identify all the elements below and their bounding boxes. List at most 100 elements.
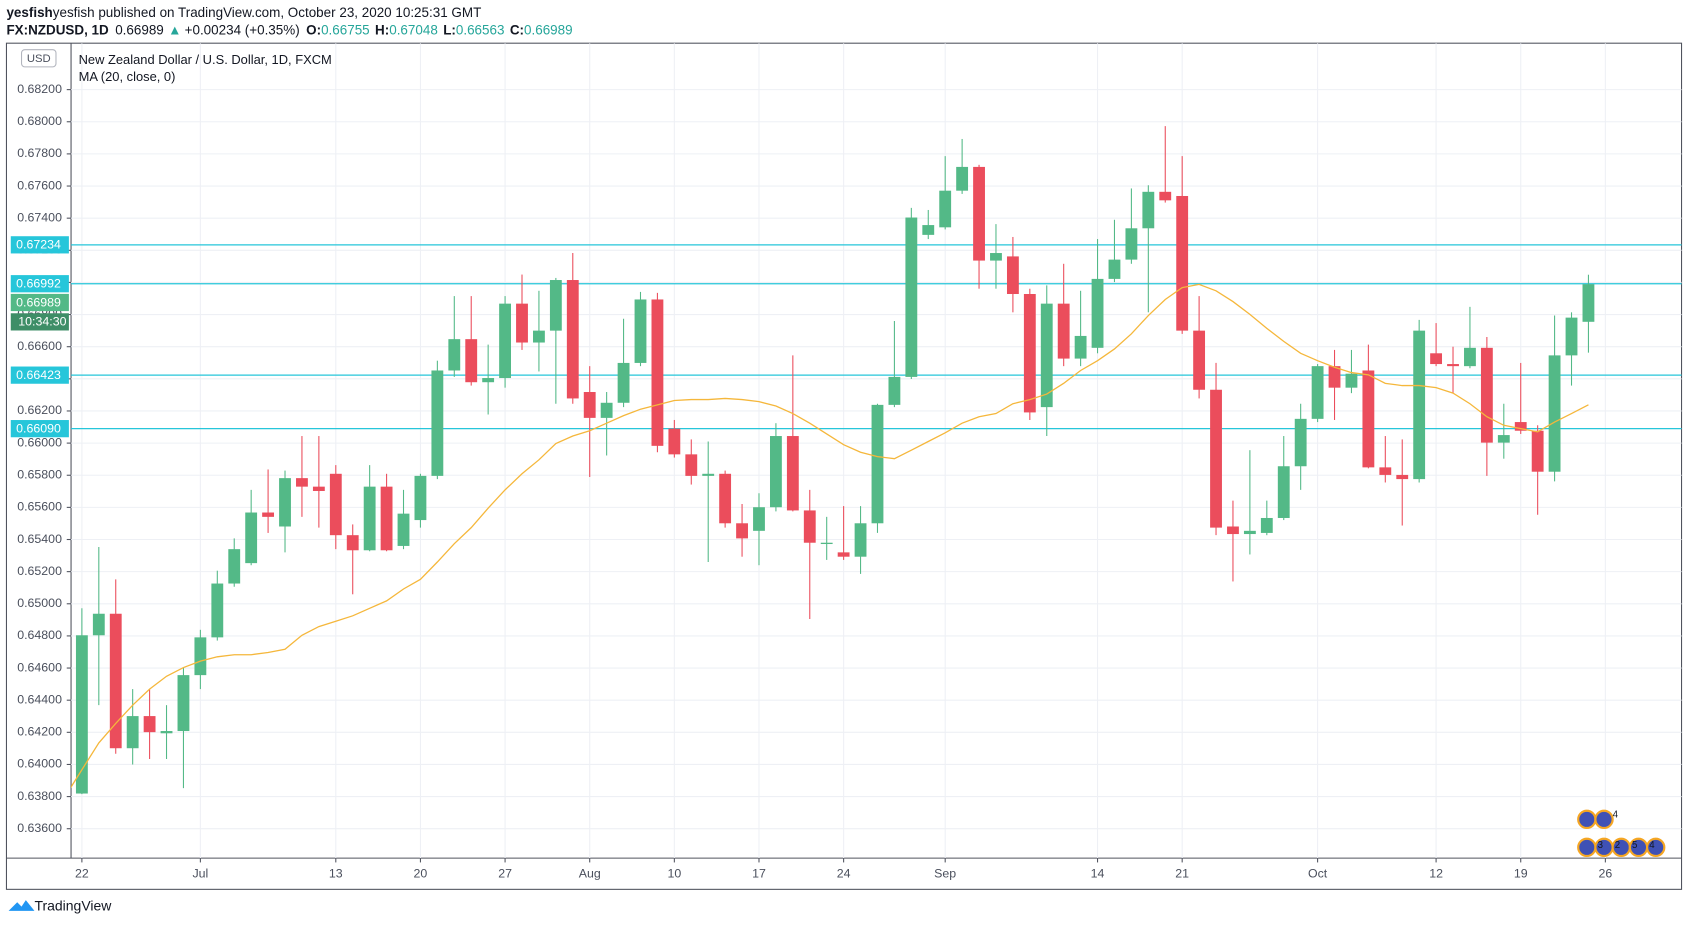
event-count[interactable]: 4 xyxy=(1613,810,1619,821)
candle-body xyxy=(769,436,782,508)
x-tick-label: 14 xyxy=(1091,867,1105,881)
candle-body xyxy=(1548,355,1561,472)
currency[interactable]: USD xyxy=(27,53,51,65)
candle-body xyxy=(837,552,850,557)
y-tick-label: 0.65800 xyxy=(17,468,62,482)
y-tick-label: 0.66200 xyxy=(17,403,62,417)
x-tick-label: 19 xyxy=(1514,867,1528,881)
candle-body xyxy=(448,339,461,371)
event-count[interactable]: 2 xyxy=(1615,840,1620,851)
candle-body xyxy=(634,299,647,363)
candle-body xyxy=(1413,330,1426,480)
candle-body xyxy=(431,370,444,476)
x-tick-label: 21 xyxy=(1175,867,1189,881)
x-tick-label: 13 xyxy=(329,867,343,881)
open-value: 0.66755 xyxy=(321,22,370,37)
candle-body xyxy=(516,303,528,343)
candle-body xyxy=(414,475,427,521)
x-tick-label: 27 xyxy=(498,867,512,881)
candle-body xyxy=(939,190,952,228)
currency-badge[interactable] xyxy=(20,49,57,68)
y-tick-label: 0.68000 xyxy=(17,114,62,128)
footer-brand: TradingView xyxy=(34,897,112,913)
y-tick-label: 0.64200 xyxy=(17,725,62,739)
candle-body xyxy=(1176,195,1189,331)
candle-body xyxy=(1582,284,1595,322)
candle-body xyxy=(1193,330,1206,390)
x-tick-label: 17 xyxy=(752,867,766,881)
y-tick-label: 0.67600 xyxy=(17,178,62,192)
x-tick-label: Aug xyxy=(579,867,601,881)
candle-body xyxy=(262,512,275,517)
level-badge xyxy=(10,236,69,254)
event-count[interactable]: 3 xyxy=(1598,840,1603,851)
candle-body xyxy=(279,478,291,527)
change-arrow: ▲ xyxy=(168,22,181,37)
candle-body xyxy=(1023,294,1036,413)
candle-body xyxy=(465,339,478,383)
candle-body xyxy=(380,486,393,551)
candle-body xyxy=(1379,467,1392,475)
candle-body xyxy=(719,473,732,524)
x-tick-label: 12 xyxy=(1429,867,1443,881)
candle-body xyxy=(922,225,935,235)
ma-line xyxy=(71,283,1589,789)
candle-body xyxy=(533,330,545,343)
y-tick-label: 0.67800 xyxy=(17,146,62,160)
candle-body xyxy=(803,510,816,543)
y-tick-label: 0.64800 xyxy=(17,628,62,642)
high-label: H: xyxy=(375,22,389,37)
event-icon[interactable] xyxy=(1594,809,1614,830)
x-tick-label: 20 xyxy=(414,867,428,881)
candle-body xyxy=(1125,228,1138,260)
y-tick-label: 0.64000 xyxy=(17,757,62,771)
candle-body xyxy=(126,716,139,749)
change: +0.00234 (+0.35%) xyxy=(185,22,300,37)
candle-body xyxy=(702,473,715,476)
candle-body xyxy=(1396,474,1409,480)
event-icon[interactable] xyxy=(1646,837,1666,858)
candle-body xyxy=(1362,370,1375,468)
close-value: 0.66989 xyxy=(524,22,573,37)
candle-body xyxy=(600,402,613,418)
candle-body xyxy=(905,217,918,377)
x-tick-label: Jul xyxy=(192,867,208,881)
candle-body xyxy=(1006,256,1019,295)
candle-body xyxy=(1277,466,1290,518)
event-count[interactable]: 5 xyxy=(1632,840,1637,851)
candle-body xyxy=(1514,422,1527,431)
publisher: yesfish published on TradingView.com, Oc… xyxy=(53,5,482,20)
candle-body xyxy=(1074,335,1087,359)
event-icon[interactable] xyxy=(1577,809,1597,830)
symbol: FX:NZDUSD, 1D xyxy=(6,22,109,37)
event-count[interactable]: 4 xyxy=(1649,840,1655,851)
candle-body xyxy=(786,436,799,511)
candle-body xyxy=(228,549,241,584)
candle-body xyxy=(668,428,681,455)
candle-body xyxy=(1091,278,1104,348)
axis-labels: 0.63600 0.63800 0.64000 0.64200 0.64400 0.646… xyxy=(10,82,1612,881)
candle-body xyxy=(753,507,765,531)
candle-body xyxy=(1531,430,1544,472)
candle-body xyxy=(312,486,325,491)
y-tick-label: 0.67400 xyxy=(17,210,62,224)
candle-body xyxy=(177,675,190,732)
events[interactable]: 4 3 2 5 4 xyxy=(1577,809,1666,858)
y-tick-label: 0.65400 xyxy=(17,532,62,546)
x-tick-label: Oct xyxy=(1308,867,1328,881)
y-tick-label: 0.64600 xyxy=(17,660,62,674)
candle-body xyxy=(499,303,511,379)
candle-body xyxy=(1210,389,1222,528)
candle-body xyxy=(1430,353,1443,365)
x-tick-label: 24 xyxy=(837,867,851,881)
candle-body xyxy=(1497,435,1510,443)
candle-body xyxy=(296,478,308,487)
candle-body xyxy=(1464,347,1476,367)
event-icon[interactable] xyxy=(1577,837,1597,858)
level-label: 0.67234 xyxy=(16,238,61,252)
candle-body xyxy=(143,716,156,733)
y-tick-label: 0.66600 xyxy=(17,339,62,353)
level-label: 0.66992 xyxy=(16,277,61,291)
